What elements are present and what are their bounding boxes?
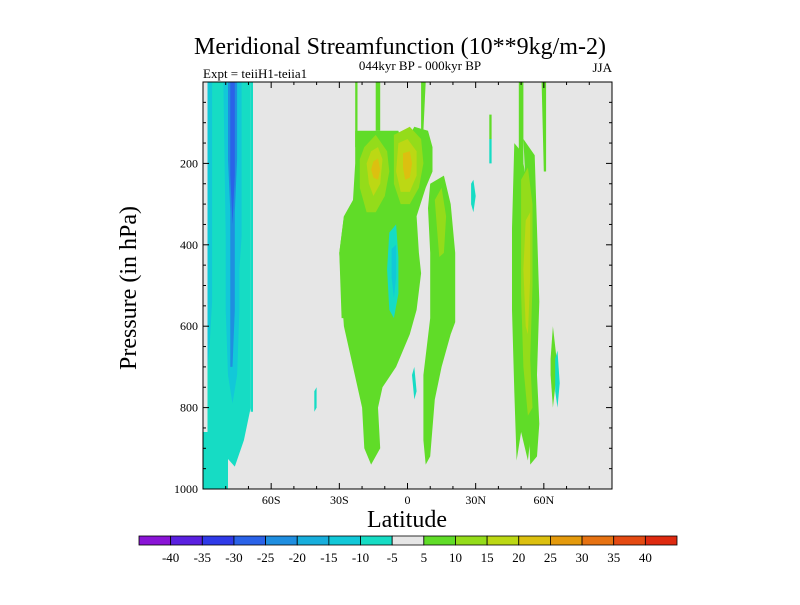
x-tick-label: 60N: [533, 493, 554, 507]
colorbar-label: -5: [387, 550, 398, 565]
colorbar-label: 35: [607, 550, 620, 565]
contour-region-7: [230, 82, 235, 225]
contour-region-13: [355, 82, 358, 148]
contour-region-2: [203, 82, 208, 432]
colorbar-label: -20: [289, 550, 306, 565]
y-tick-label: 1000: [174, 482, 198, 496]
contour-region-4: [207, 82, 213, 367]
colorbar-label: 20: [512, 550, 525, 565]
colorbar-label: -30: [225, 550, 242, 565]
x-tick-label: 0: [405, 493, 411, 507]
y-tick-label: 800: [180, 401, 198, 415]
contour-region-8: [375, 82, 381, 131]
contour-region-33: [314, 387, 317, 412]
x-tick-label: 30S: [330, 493, 349, 507]
colorbar-label: 10: [449, 550, 462, 565]
contour-region-32: [489, 139, 492, 164]
contour-region-6: [228, 82, 238, 367]
colorbar-label: -35: [194, 550, 211, 565]
x-axis-label: Latitude: [367, 507, 447, 533]
colorbar-swatch: [423, 535, 456, 546]
contour-region-11: [423, 175, 456, 465]
y-axis-label: Pressure (in hPa): [116, 206, 142, 370]
contour-region-3: [250, 82, 253, 412]
contour-region-18: [550, 326, 558, 408]
colorbar-label: -25: [257, 550, 274, 565]
colorbar-label: 40: [639, 550, 652, 565]
colorbar-label: 5: [421, 550, 428, 565]
colorbar-swatch: [391, 535, 425, 546]
contour-region-10: [339, 216, 351, 319]
colorbar-swatch: [170, 535, 203, 546]
x-tick-label: 60S: [262, 493, 281, 507]
colorbar-label: -15: [320, 550, 337, 565]
colorbar-label: 25: [544, 550, 557, 565]
chart-subtitle-left: Expt = teiiH1-teiia1: [203, 66, 307, 81]
colorbar-swatch: [360, 535, 393, 546]
contour-region-17: [541, 82, 547, 172]
colorbar-label: 30: [576, 550, 589, 565]
colorbar-swatch: [328, 535, 361, 546]
contour-region-19: [489, 114, 492, 139]
contour-region-12: [421, 82, 426, 131]
plot-area: [203, 82, 612, 489]
contour-region-27: [371, 158, 381, 180]
colorbar-swatch: [233, 535, 266, 546]
colorbar: -40 -35 -30 -25 -20 -15 -10 -5 5 10 15 20 25 30 35 40: [138, 535, 678, 565]
colorbar-swatch: [138, 535, 172, 546]
x-tick-label: 30N: [465, 493, 486, 507]
colorbar-swatch: [581, 535, 615, 546]
contour-region-15: [518, 82, 524, 164]
chart-subtitle-center: 044kyr BP - 000kyr BP: [359, 58, 481, 73]
axes: 60S 30S 0 30N 60N 200 400 600 800 1000: [174, 81, 613, 507]
contour-region-28: [403, 151, 412, 180]
colorbar-swatch: [518, 535, 551, 546]
contour-region-34: [412, 366, 417, 400]
colorbar-label: -10: [352, 550, 369, 565]
y-tick-label: 400: [180, 238, 198, 252]
colorbar-swatch: [201, 535, 235, 546]
colorbar-swatch: [644, 535, 678, 546]
colorbar-swatch: [455, 535, 488, 546]
colorbar-swatch: [265, 535, 298, 546]
contour-region-31: [471, 179, 476, 213]
contour-region-30: [391, 244, 397, 298]
colorbar-swatch: [613, 535, 646, 546]
chart-subtitle-right: JJA: [592, 60, 612, 75]
chart-title: Meridional Streamfunction (10**9kg/m-2): [194, 34, 606, 60]
contour-region-22: [434, 187, 447, 257]
contour-region-26: [523, 212, 531, 335]
colorbar-swatch: [296, 535, 330, 546]
colorbar-swatch: [486, 535, 520, 546]
y-tick-label: 600: [180, 319, 198, 333]
colorbar-swatch: [550, 535, 583, 546]
contour-region-9: [339, 126, 433, 465]
colorbar-label: 15: [481, 550, 494, 565]
y-tick-label: 200: [180, 156, 198, 170]
contour-region-35: [555, 350, 560, 408]
colorbar-label: -40: [162, 550, 179, 565]
